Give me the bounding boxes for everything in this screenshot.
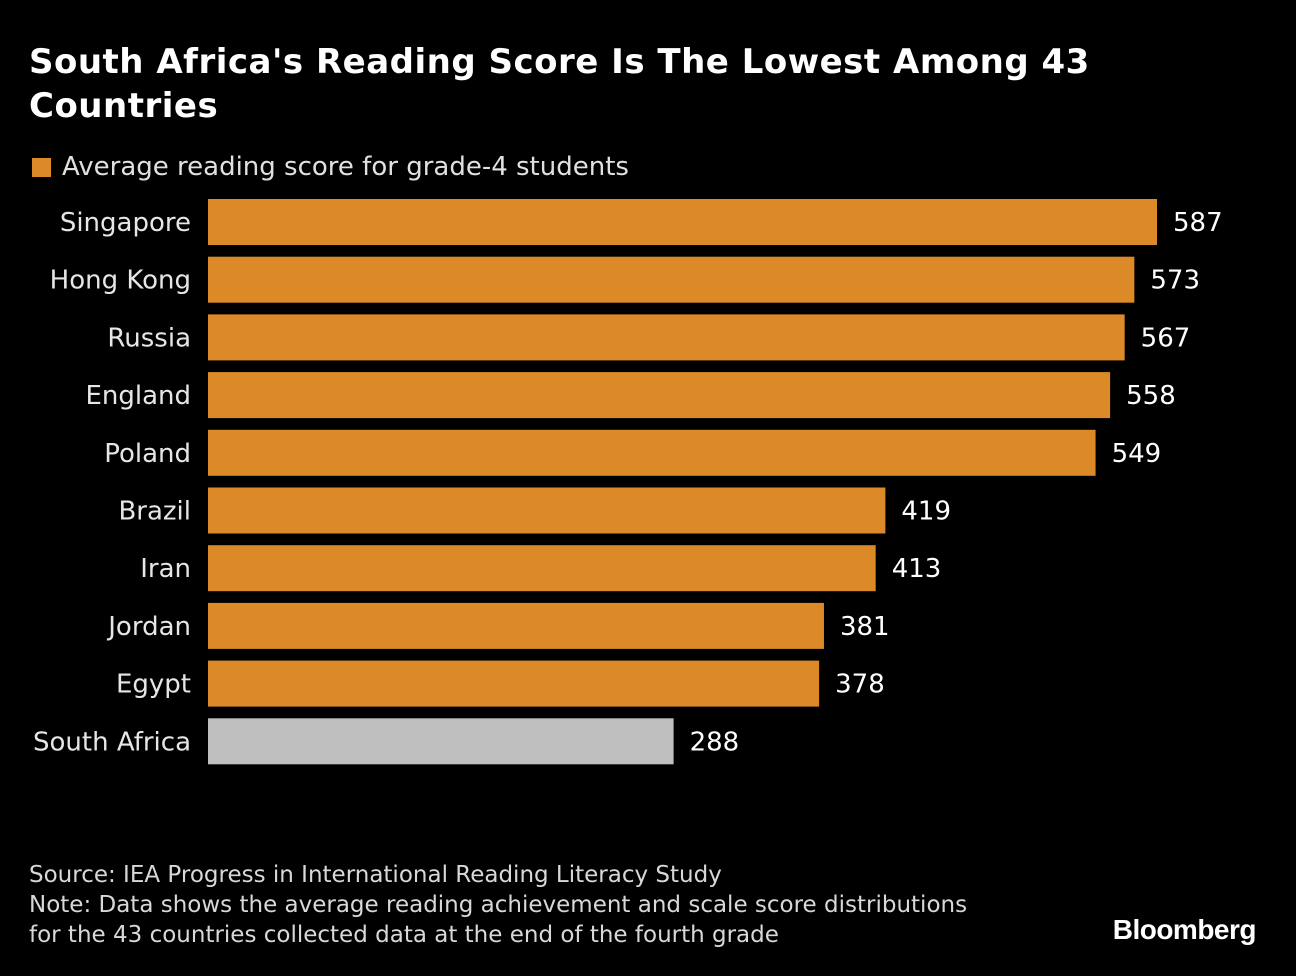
chart-title: South Africa's Reading Score Is The Lowe… <box>29 42 1090 126</box>
category-label: Russia <box>107 323 191 353</box>
bar-iran <box>208 545 876 592</box>
note-text-1: Note: Data shows the average reading ach… <box>29 892 968 918</box>
bar-jordan <box>208 602 824 649</box>
category-label: Jordan <box>106 612 191 642</box>
value-label: 419 <box>901 497 951 527</box>
bar-hong-kong <box>208 256 1135 303</box>
bar-egypt <box>208 660 820 707</box>
category-label: Brazil <box>118 497 191 527</box>
legend-label: Average reading score for grade-4 studen… <box>62 152 629 182</box>
value-label: 381 <box>840 612 890 642</box>
footer-notes: Source: IEA Progress in International Re… <box>29 860 967 950</box>
bar-south-africa <box>208 718 674 765</box>
bar-brazil <box>208 487 886 534</box>
category-label: Hong Kong <box>50 266 191 296</box>
value-label: 413 <box>892 554 942 584</box>
bloomberg-logo: Bloomberg <box>1112 914 1257 945</box>
value-label: 567 <box>1141 323 1191 353</box>
value-label: 558 <box>1126 381 1176 411</box>
bar-poland <box>208 429 1096 476</box>
category-label: Iran <box>140 554 191 584</box>
note-text-2: for the 43 countries collected data at t… <box>29 922 779 948</box>
category-label: Egypt <box>116 670 191 700</box>
value-label: 288 <box>690 727 740 757</box>
category-label: England <box>85 381 191 411</box>
bar-russia <box>208 314 1125 361</box>
source-text: Source: IEA Progress in International Re… <box>29 862 722 888</box>
category-label: South Africa <box>33 727 191 757</box>
value-label: 378 <box>835 670 885 700</box>
category-label: Singapore <box>60 208 191 238</box>
value-label: 549 <box>1112 439 1162 469</box>
bar-england <box>208 372 1111 419</box>
legend-swatch <box>32 157 51 177</box>
legend: Average reading score for grade-4 studen… <box>32 152 629 182</box>
bar-singapore <box>208 199 1157 245</box>
value-label: 573 <box>1150 266 1200 296</box>
category-label: Poland <box>104 439 191 469</box>
value-label: 587 <box>1173 208 1223 238</box>
